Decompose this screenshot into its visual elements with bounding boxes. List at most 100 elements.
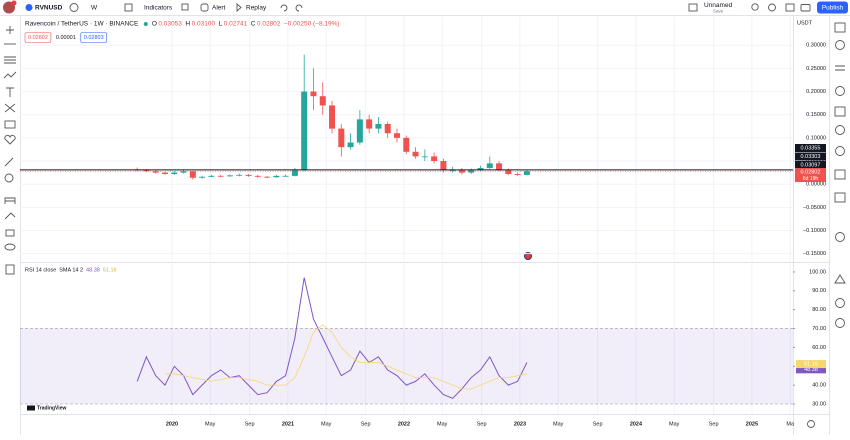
- stay-drawing[interactable]: [4, 212, 16, 220]
- ruler-tool[interactable]: [4, 157, 14, 167]
- candle-body: [338, 128, 345, 148]
- hotlists[interactable]: [835, 86, 845, 96]
- calendar[interactable]: [834, 106, 846, 117]
- y-tick-label: −0.15000: [803, 251, 826, 257]
- x-tick-label: May: [669, 421, 680, 427]
- screeners[interactable]: [835, 232, 845, 242]
- x-tick-label: 2025: [746, 421, 758, 427]
- watermark: TradingView: [37, 405, 66, 411]
- indicators-button[interactable]: Indicators: [144, 5, 173, 12]
- candle-body: [431, 156, 438, 162]
- trash-tool[interactable]: [5, 264, 15, 275]
- price-label: 0.03097: [801, 162, 821, 168]
- candle-body: [375, 123, 382, 129]
- visibility-tool[interactable]: [4, 243, 16, 251]
- notifications[interactable]: [834, 192, 846, 203]
- x-tick-label: 2024: [630, 421, 643, 427]
- prediction-tool[interactable]: [4, 103, 16, 113]
- quote-box: [24, 32, 52, 43]
- price-label-badge: [795, 144, 826, 152]
- zoom-tool[interactable]: [4, 173, 14, 183]
- magnet-tool[interactable]: [4, 197, 16, 204]
- candle-body: [356, 119, 363, 143]
- candle-body: [486, 163, 493, 168]
- search[interactable]: [751, 3, 759, 11]
- interval[interactable]: W: [91, 5, 98, 12]
- candle-body: [282, 175, 289, 177]
- help[interactable]: [835, 298, 845, 308]
- candle-body: [199, 176, 206, 178]
- replay-button[interactable]: Replay: [246, 5, 267, 12]
- measure-tool[interactable]: [4, 120, 16, 129]
- candle-body: [347, 142, 354, 148]
- publish-label[interactable]: Publish: [822, 5, 844, 12]
- candle-body: [236, 174, 243, 176]
- y-tick-label: 30.00: [812, 401, 826, 407]
- candle-body: [310, 91, 317, 97]
- last-price-label: 0.02802: [801, 169, 821, 175]
- y-tick-label: 0.15000: [806, 112, 826, 118]
- quote-box: [80, 32, 107, 43]
- x-tick-label: 2020: [166, 421, 178, 427]
- crosshair-tool[interactable]: [6, 26, 14, 34]
- symbol[interactable]: RVNUSD: [35, 5, 63, 12]
- candle-body: [421, 156, 428, 158]
- alert-button[interactable]: Alert: [212, 5, 226, 12]
- y-tick-label: 60.00: [812, 345, 826, 351]
- x-tick-label: Sep: [477, 421, 487, 427]
- layouts[interactable]: [835, 318, 845, 328]
- y-tick-label: 40.00: [812, 383, 826, 389]
- templates-icon[interactable]: [181, 3, 189, 11]
- candle-body: [217, 175, 224, 177]
- layout-name[interactable]: Unnamed: [704, 2, 733, 9]
- y-tick-label: 0.30000: [806, 43, 826, 49]
- scale-settings[interactable]: [807, 420, 815, 428]
- lock-tool[interactable]: [5, 229, 15, 237]
- pattern-tool[interactable]: [3, 71, 17, 79]
- layout-icon: [688, 3, 698, 12]
- candle-body: [496, 163, 503, 171]
- add-symbol[interactable]: [69, 3, 79, 12]
- favorites-tool[interactable]: [4, 134, 16, 145]
- candle-body: [273, 175, 280, 178]
- legend-text: H: [185, 21, 190, 28]
- y-tick-label: −0.05000: [803, 205, 826, 211]
- fib-tool[interactable]: [4, 56, 16, 64]
- candle-body: [440, 161, 447, 171]
- candle-body: [171, 172, 178, 175]
- candle-body: [301, 91, 308, 171]
- undo[interactable]: [280, 4, 288, 12]
- screenshot[interactable]: [800, 4, 811, 12]
- watchlist[interactable]: [834, 22, 846, 33]
- y-tick-label: 0.25000: [806, 66, 826, 72]
- candle-body: [161, 172, 168, 175]
- candle-body: [477, 167, 484, 171]
- save-label[interactable]: Save: [713, 9, 724, 14]
- pine-editor[interactable]: [834, 274, 846, 284]
- ideas[interactable]: [835, 125, 845, 135]
- x-tick-label: 2023: [514, 421, 526, 427]
- redo[interactable]: [295, 4, 303, 12]
- y-tick-label: 90.00: [812, 288, 826, 294]
- streams[interactable]: [835, 146, 845, 156]
- market-status: [143, 22, 148, 26]
- legend-text: RSI 14 close: [25, 267, 56, 273]
- quote-value: 0.02802: [28, 35, 48, 41]
- fullscreen[interactable]: [785, 3, 795, 12]
- candle-body: [468, 170, 475, 173]
- candle-body: [449, 170, 456, 172]
- chats[interactable]: [834, 169, 846, 180]
- price-label-badge: [795, 152, 826, 161]
- economic-event[interactable]: [524, 252, 532, 260]
- alerts[interactable]: [835, 40, 845, 50]
- settings[interactable]: [768, 3, 776, 12]
- y-tick-label: 100.00: [809, 269, 826, 275]
- y-tick-label: 70.00: [812, 326, 826, 332]
- candle-body: [143, 170, 150, 172]
- publish-button[interactable]: [817, 1, 848, 14]
- last-price-badge: [795, 168, 826, 182]
- candle-body: [403, 137, 410, 152]
- candle-body: [226, 175, 233, 177]
- text-tool[interactable]: [6, 87, 14, 97]
- data-window[interactable]: [835, 65, 845, 71]
